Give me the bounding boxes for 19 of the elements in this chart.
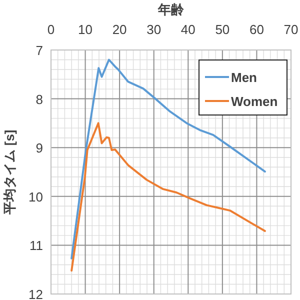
x-tick-label: 50 bbox=[215, 22, 230, 37]
line-series bbox=[70, 122, 266, 272]
x-tick-label: 20 bbox=[112, 22, 127, 37]
x-tick-label: 10 bbox=[78, 22, 93, 37]
y-tick-label: 9 bbox=[36, 140, 43, 156]
x-tick-label: 0 bbox=[47, 22, 55, 37]
y-tick-label: 11 bbox=[30, 238, 43, 254]
x-tick-label: 40 bbox=[180, 22, 196, 37]
y-tick-label: 12 bbox=[28, 287, 43, 300]
x-tick-label: 70 bbox=[284, 22, 298, 37]
x-tick-label: 30 bbox=[146, 22, 162, 37]
y-tick-label: 10 bbox=[28, 189, 43, 204]
y-axis-title: 平均タイム [s] bbox=[2, 130, 17, 216]
legend-label: Men bbox=[231, 70, 258, 85]
y-tick-label: 7 bbox=[36, 43, 43, 58]
legend-label: Women bbox=[231, 94, 278, 109]
x-tick-label: 60 bbox=[249, 22, 264, 37]
x-axis-title: 年齢 bbox=[157, 2, 185, 17]
y-tick-label: 8 bbox=[36, 92, 43, 107]
